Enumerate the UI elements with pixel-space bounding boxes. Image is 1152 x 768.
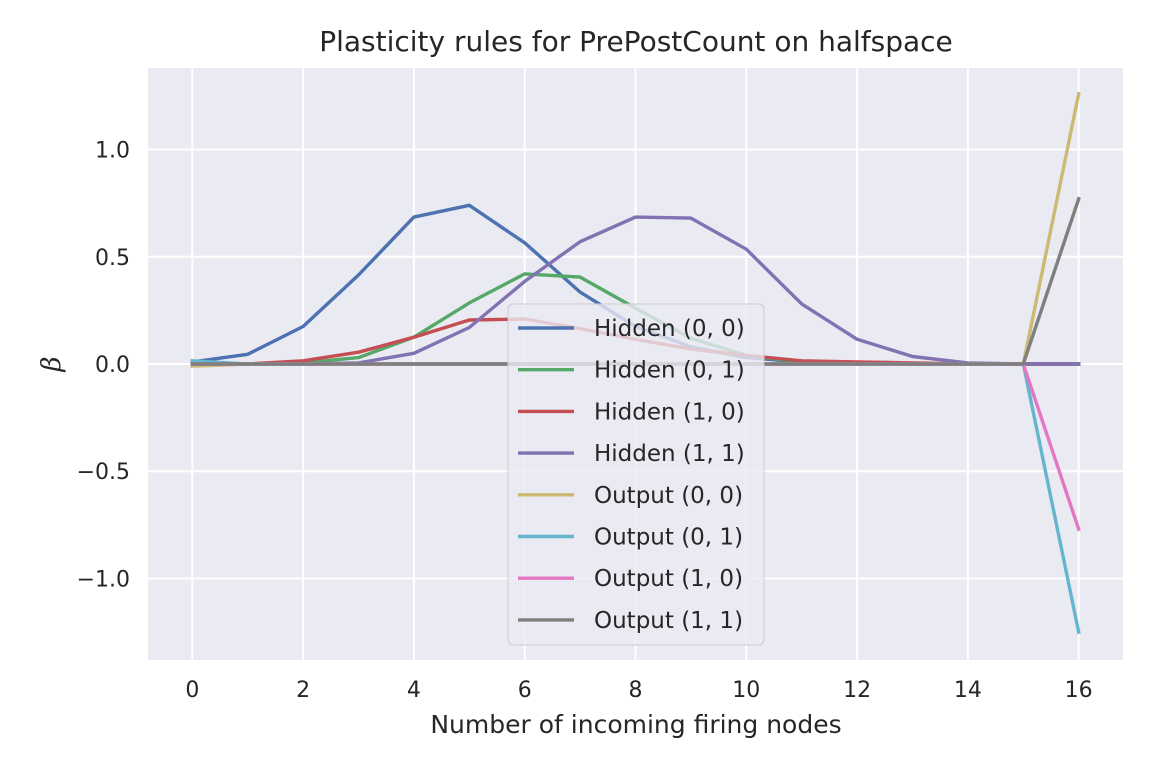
legend-label-2: Hidden (0, 1) — [594, 358, 745, 384]
legend-label-3: Hidden (1, 0) — [594, 399, 745, 425]
legend-label-5: Output (0, 0) — [594, 483, 743, 509]
x-tick-label: 4 — [407, 678, 421, 703]
y-tick-label: 0.5 — [95, 246, 130, 271]
y-tick-labels: −1.0 −0.5 0.0 0.5 1.0 — [77, 139, 130, 593]
legend-box — [507, 303, 765, 646]
x-axis-label: Number of incoming firing nodes — [430, 710, 841, 739]
chart-title: Plasticity rules for PrePostCount on hal… — [319, 25, 953, 58]
y-tick-label: −1.0 — [77, 567, 130, 592]
legend-label-7: Output (1, 0) — [594, 566, 743, 592]
legend-label-1: Hidden (0, 0) — [594, 316, 745, 342]
legend: Hidden (0, 0) Hidden (0, 1) Hidden (1, 0) H… — [507, 303, 765, 646]
y-tick-label: 0.0 — [95, 353, 130, 378]
x-tick-label: 10 — [732, 678, 760, 703]
y-tick-label: 1.0 — [95, 139, 130, 164]
x-tick-labels: 0 2 4 6 8 10 12 14 16 — [185, 678, 1092, 703]
x-tick-label: 16 — [1065, 678, 1093, 703]
legend-label-6: Output (0, 1) — [594, 525, 743, 551]
y-axis-label: β — [37, 356, 67, 372]
x-tick-label: 6 — [518, 678, 532, 703]
x-tick-label: 8 — [629, 678, 643, 703]
legend-label-8: Output (1, 1) — [594, 608, 743, 634]
y-tick-label: −0.5 — [77, 460, 130, 485]
x-tick-label: 2 — [296, 678, 310, 703]
legend-label-4: Hidden (1, 1) — [594, 441, 745, 467]
x-tick-label: 12 — [843, 678, 871, 703]
x-tick-label: 0 — [185, 678, 199, 703]
x-tick-label: 14 — [954, 678, 982, 703]
